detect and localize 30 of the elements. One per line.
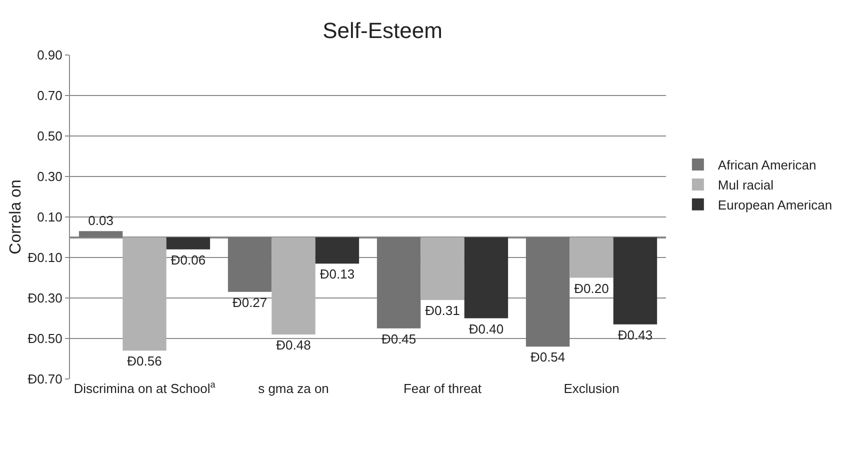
data-label: Ð0.54 (530, 350, 566, 365)
y-tick-label: Ð0.10 (28, 250, 62, 266)
y-axis-title: Correla on (8, 180, 25, 254)
x-tick-label: Fear of threat (403, 381, 482, 396)
y-tick-label: 0.10 (37, 210, 62, 225)
data-label: Ð0.31 (425, 303, 460, 318)
y-tick-label: Ð0.30 (28, 290, 62, 306)
y-tick-label: Ð0.50 (28, 331, 62, 346)
data-label: 0.03 (88, 213, 114, 228)
x-tick-label: s gma za on (258, 381, 329, 396)
data-label: Ð0.27 (232, 294, 268, 310)
data-label: Ð0.40 (468, 321, 504, 336)
y-tick-label: 0.30 (37, 169, 62, 184)
legend-label: African American (718, 158, 816, 173)
data-label: Ð0.48 (276, 337, 311, 352)
data-label: Ð0.43 (618, 327, 653, 342)
y-tick-label: 0.50 (37, 128, 62, 144)
y-tick-label: Ð0.70 (28, 372, 62, 387)
data-label: Ð0.20 (574, 280, 609, 296)
legend-label: European American (718, 197, 832, 212)
data-label: Ð0.13 (320, 266, 355, 282)
x-tick-label: Discrimina on at School$^{a}$ (74, 380, 216, 396)
data-label: Ð0.45 (381, 331, 416, 346)
x-tick-label: Exclusion (564, 381, 620, 396)
data-label: Ð0.06 (170, 252, 206, 268)
y-tick-label: 0.70 (37, 88, 62, 104)
y-tick-label: 0.90 (37, 48, 62, 63)
legend-label: Mul racial (718, 178, 774, 193)
data-label: Ð0.56 (127, 354, 162, 369)
chart-title: Self-Esteem (322, 18, 442, 43)
